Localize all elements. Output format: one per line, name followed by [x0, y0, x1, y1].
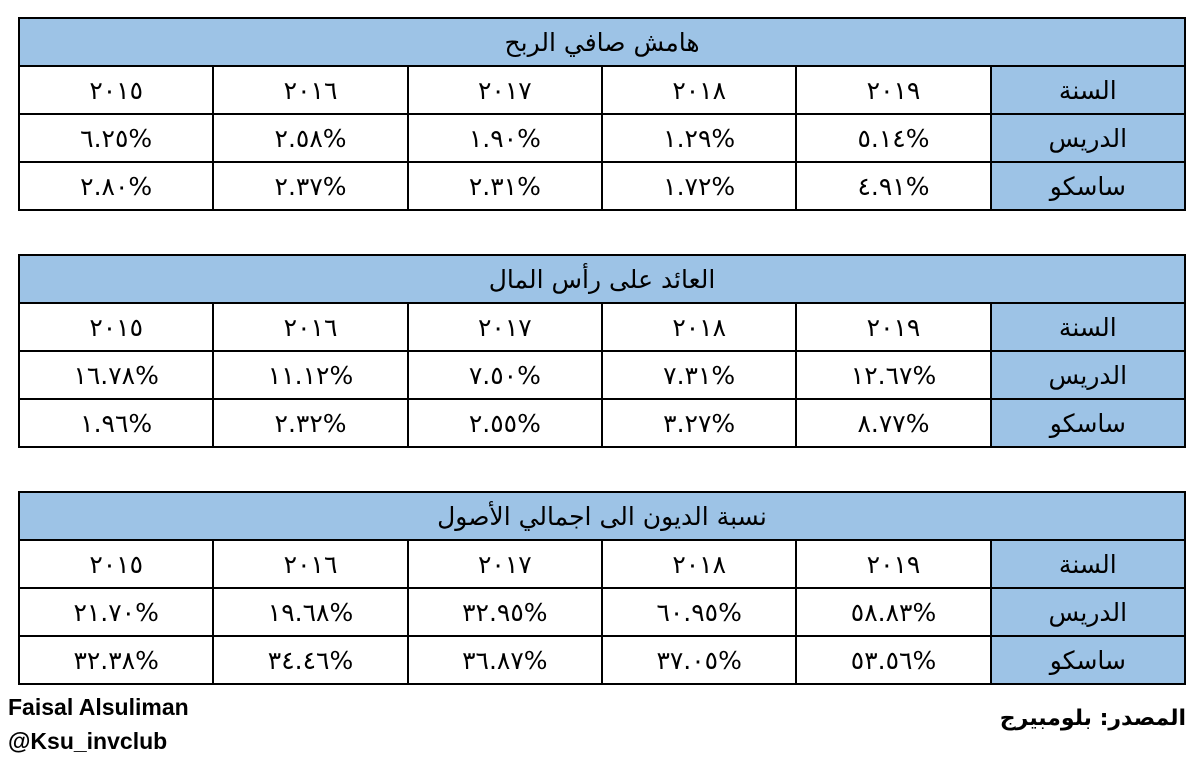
cell: ٢٠١٨ [601, 65, 798, 115]
author: Faisal Alsuliman [8, 694, 189, 720]
cell: ٢٠١٥ [17, 539, 215, 589]
table-row: ساسكو ٨.٧٧% ٣.٢٧% ٢.٥٥% ٢.٣٢% ١.٩٦% [17, 398, 1187, 448]
cell: ٢٠١٧ [406, 65, 604, 115]
cell: ٢.٥٥% [406, 398, 604, 448]
cell: ٢٠١٩ [795, 65, 992, 115]
cell: ٢.٣٢% [212, 398, 409, 448]
cell: ٥.١٤% [795, 113, 992, 163]
row-label: الدريس [989, 350, 1187, 400]
cell: ١.٢٩% [601, 113, 798, 163]
cell: ١.٩٠% [406, 113, 604, 163]
cell: ١٦.٧٨% [17, 350, 215, 400]
cell: ٤.٩١% [795, 161, 992, 211]
cell: ٦.٢٥% [17, 113, 215, 163]
cell: ٢٠١٧ [406, 539, 604, 589]
cell: ٣٢.٩٥% [406, 587, 604, 637]
cell: ٨.٧٧% [795, 398, 992, 448]
cell: ٧.٥٠% [406, 350, 604, 400]
cell: ٣٧.٠٥% [601, 635, 798, 685]
data-table: العائد على رأس المال السنة ٢٠١٩ ٢٠١٨ ٢٠١٧ ٢٠١… [17, 254, 1187, 448]
row-label: السنة [989, 65, 1187, 115]
table-row: الدريس ١٢.٦٧% ٧.٣١% ٧.٥٠% ١١.١٢% ١٦.٧٨% [17, 350, 1187, 400]
cell: ١.٩٦% [17, 398, 215, 448]
table-title: نسبة الديون الى اجمالي الأصول [18, 491, 1186, 541]
cell: ٣.٢٧% [601, 398, 798, 448]
title-row: نسبة الديون الى اجمالي الأصول [18, 491, 1186, 541]
cell: ٢.٨٠% [17, 161, 215, 211]
data-table: نسبة الديون الى اجمالي الأصول السنة ٢٠١٩ ٢٠… [17, 491, 1187, 685]
cell: ١٩.٦٨% [212, 587, 409, 637]
cell: ١٢.٦٧% [795, 350, 992, 400]
cell: ٢١.٧٠% [17, 587, 215, 637]
cell: ٦٠.٩٥% [601, 587, 798, 637]
cell: ٢٠١٧ [406, 302, 604, 352]
title-row: هامش صافي الربح [18, 17, 1186, 67]
cell: ٢٠١٦ [212, 302, 409, 352]
cell: ٣٦.٨٧% [406, 635, 604, 685]
cell: ٢.٣٧% [212, 161, 409, 211]
table-row: السنة ٢٠١٩ ٢٠١٨ ٢٠١٧ ٢٠١٦ ٢٠١٥ [17, 539, 1187, 589]
row-label: ساسكو [989, 161, 1187, 211]
cell: ١١.١٢% [212, 350, 409, 400]
table-row: السنة ٢٠١٩ ٢٠١٨ ٢٠١٧ ٢٠١٦ ٢٠١٥ [17, 302, 1187, 352]
cell: ٣٢.٣٨% [17, 635, 215, 685]
cell: ٢٠١٦ [212, 65, 409, 115]
row-label: الدريس [989, 113, 1187, 163]
cell: ٢٠١٥ [17, 302, 215, 352]
cell: ٢٠١٦ [212, 539, 409, 589]
cell: ٥٣.٥٦% [795, 635, 992, 685]
cell: ٢٠١٥ [17, 65, 215, 115]
cell: ٢٠١٩ [795, 539, 992, 589]
source: المصدر: بلومبيرج [999, 706, 1186, 731]
credit: Faisal Alsuliman @Ksu_invclub [8, 690, 189, 758]
cell: ٧.٣١% [601, 350, 798, 400]
row-label: السنة [989, 302, 1187, 352]
table-row: ساسكو ٥٣.٥٦% ٣٧.٠٥% ٣٦.٨٧% ٣٤.٤٦% ٣٢.٣٨% [17, 635, 1187, 685]
cell: ٢٠١٨ [601, 302, 798, 352]
row-label: ساسكو [989, 635, 1187, 685]
table-row: ساسكو ٤.٩١% ١.٧٢% ٢.٣١% ٢.٣٧% ٢.٨٠% [17, 161, 1187, 211]
table-row: السنة ٢٠١٩ ٢٠١٨ ٢٠١٧ ٢٠١٦ ٢٠١٥ [17, 65, 1187, 115]
row-label: الدريس [989, 587, 1187, 637]
cell: ٥٨.٨٣% [795, 587, 992, 637]
table-title: هامش صافي الربح [18, 17, 1186, 67]
cell: ٢٠١٨ [601, 539, 798, 589]
table-row: الدريس ٥٨.٨٣% ٦٠.٩٥% ٣٢.٩٥% ١٩.٦٨% ٢١.٧٠% [17, 587, 1187, 637]
handle: @Ksu_invclub [8, 728, 168, 754]
cell: ٢.٥٨% [212, 113, 409, 163]
cell: ٢.٣١% [406, 161, 604, 211]
cell: ٢٠١٩ [795, 302, 992, 352]
row-label: السنة [989, 539, 1187, 589]
table-row: الدريس ٥.١٤% ١.٢٩% ١.٩٠% ٢.٥٨% ٦.٢٥% [17, 113, 1187, 163]
table-title: العائد على رأس المال [18, 254, 1186, 304]
cell: ٣٤.٤٦% [212, 635, 409, 685]
title-row: العائد على رأس المال [18, 254, 1186, 304]
cell: ١.٧٢% [601, 161, 798, 211]
data-table: هامش صافي الربح السنة ٢٠١٩ ٢٠١٨ ٢٠١٧ ٢٠١٦ ٢٠١٥… [17, 17, 1187, 211]
row-label: ساسكو [989, 398, 1187, 448]
